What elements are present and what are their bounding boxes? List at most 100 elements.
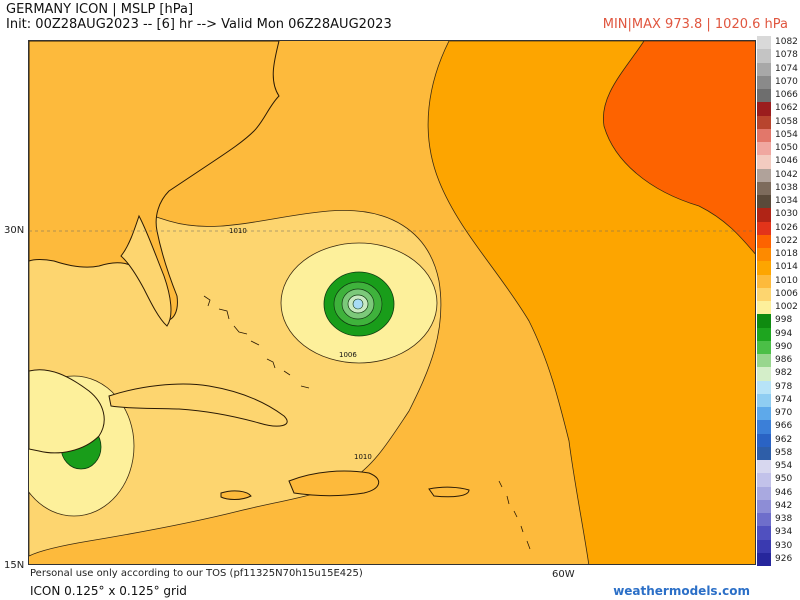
legend-item: 950 [757, 473, 799, 487]
legend-item: 1058 [757, 115, 799, 129]
grid-info: ICON 0.125° x 0.125° grid [30, 584, 187, 598]
legend-label: 946 [775, 487, 793, 498]
legend-swatch [757, 128, 771, 142]
hurricane-eye [352, 298, 364, 310]
legend-label: 934 [775, 527, 793, 538]
legend-label: 974 [775, 394, 793, 405]
legend-item: 978 [757, 380, 799, 394]
legend-label: 1010 [775, 275, 798, 286]
brand-link[interactable]: weathermodels.com [613, 584, 750, 598]
legend-swatch [757, 102, 771, 116]
legend-swatch [757, 513, 771, 527]
legend-item: 970 [757, 407, 799, 421]
legend-swatch [757, 420, 771, 434]
land-jamaica [220, 490, 252, 500]
legend-label: 942 [775, 500, 793, 511]
legend-swatch [757, 473, 771, 487]
legend-label: 1038 [775, 182, 798, 193]
legend-item: 930 [757, 539, 799, 553]
legend-swatch [757, 168, 771, 182]
legend-item: 994 [757, 327, 799, 341]
legend-label: 978 [775, 381, 793, 392]
legend-label: 1066 [775, 90, 798, 100]
legend-swatch [757, 327, 771, 341]
legend-label: 1078 [775, 50, 798, 61]
legend-swatch [757, 142, 771, 156]
legend-swatch [757, 115, 771, 129]
legend-item: 1042 [757, 168, 799, 182]
legend-item: 966 [757, 420, 799, 434]
land-cuba [108, 383, 288, 427]
minmax-readout: MIN|MAX 973.8 | 1020.6 hPa [602, 17, 788, 32]
legend-label: 1046 [775, 156, 798, 167]
land-hispaniola [288, 470, 379, 497]
legend-item: 1050 [757, 142, 799, 156]
legend-item: 998 [757, 314, 799, 328]
band-1022 [602, 41, 755, 255]
legend-label: 938 [775, 514, 793, 524]
land-us-southeast [29, 41, 280, 322]
legend-swatch [757, 486, 771, 500]
legend-label: 1014 [775, 262, 798, 273]
legend-item: 990 [757, 340, 799, 354]
legend-swatch [757, 287, 771, 301]
legend-item: 1002 [757, 301, 799, 315]
legend-swatch [757, 446, 771, 460]
legend-label: 998 [775, 315, 793, 326]
legend-item: 1010 [757, 274, 799, 288]
legend-item: 958 [757, 446, 799, 460]
legend-item: 1062 [757, 102, 799, 116]
legend-item: 986 [757, 354, 799, 368]
legend-swatch [757, 181, 771, 195]
legend-item: 946 [757, 486, 799, 500]
legend-label: 1058 [775, 116, 798, 127]
legend-label: 1026 [775, 222, 798, 233]
legend-label: 1054 [775, 129, 798, 140]
legend-item: 1026 [757, 221, 799, 235]
legend-item: 1046 [757, 155, 799, 169]
legend-item: 1078 [757, 49, 799, 63]
legend-item: 1066 [757, 89, 799, 103]
legend-swatch [757, 301, 771, 315]
legend-swatch [757, 62, 771, 76]
legend-swatch [757, 261, 771, 275]
legend-item: 1074 [757, 62, 799, 76]
legend-label: 986 [775, 355, 793, 365]
legend-swatch [757, 460, 771, 474]
legend-item: 1006 [757, 287, 799, 301]
legend-item: 926 [757, 552, 799, 566]
contour-label-1010-south: 1010 [354, 453, 372, 461]
legend-item: 938 [757, 513, 799, 527]
legend-item: 1022 [757, 234, 799, 248]
legend-label: 990 [775, 341, 793, 352]
legend-swatch [757, 407, 771, 421]
land-yucatan [29, 369, 105, 454]
legend-item: 974 [757, 393, 799, 407]
legend-item: 1014 [757, 261, 799, 275]
legend-label: 950 [775, 474, 793, 485]
legend-item: 1070 [757, 75, 799, 89]
legend-item: 1054 [757, 128, 799, 142]
pressure-map[interactable]: 1010 1006 1010 [28, 40, 756, 565]
legend-label: 1074 [775, 63, 798, 74]
legend-label: 994 [775, 328, 793, 339]
lat-label-15n: 15N [4, 560, 25, 571]
legend-label: 930 [775, 540, 793, 551]
legend-swatch [757, 354, 771, 368]
legend-label: 1042 [775, 169, 798, 180]
contour-label-1006: 1006 [339, 351, 357, 359]
legend-label: 982 [775, 368, 793, 379]
legend-label: 1018 [775, 249, 798, 259]
legend-swatch [757, 552, 771, 566]
legend-swatch [757, 380, 771, 394]
title-line-2: Init: 00Z28AUG2023 -- [6] hr --> Valid M… [6, 17, 392, 32]
legend-label: 1030 [775, 209, 798, 220]
legend-swatch [757, 208, 771, 222]
legend-swatch [757, 75, 771, 89]
map-canvas: 1010 1006 1010 [29, 41, 755, 564]
legend-label: 1050 [775, 143, 798, 153]
legend-label: 962 [775, 434, 793, 445]
legend-label: 970 [775, 408, 793, 418]
legend-item: 942 [757, 499, 799, 513]
lon-label-60w: 60W [552, 569, 575, 580]
